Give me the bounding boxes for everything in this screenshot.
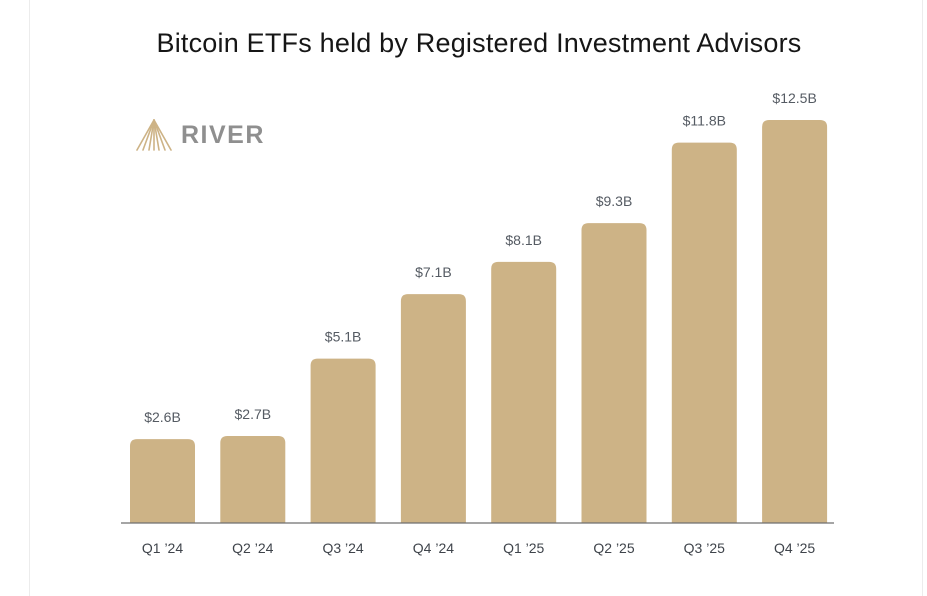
value-label-2: $2.7B	[235, 406, 272, 422]
bar-2	[220, 435, 286, 523]
value-label-6: $9.3B	[596, 193, 633, 209]
bar-3	[310, 358, 376, 523]
x-tick-label-2: Q2 ’24	[232, 540, 273, 556]
value-label-7: $11.8B	[683, 113, 726, 129]
x-tick-label-4: Q4 ’24	[413, 540, 454, 556]
x-tick-label-7: Q3 ’25	[684, 540, 725, 556]
right-border	[922, 0, 923, 596]
bar-8	[762, 120, 828, 523]
x-tick-label-6: Q2 ’25	[593, 540, 634, 556]
bar-7	[671, 142, 737, 523]
bar-6	[581, 223, 647, 523]
river-mountain-icon	[136, 119, 172, 151]
bar-5	[491, 261, 557, 523]
x-tick-label-3: Q3 ’24	[322, 540, 363, 556]
bar-1	[130, 439, 195, 523]
left-border	[29, 0, 30, 596]
bar-4	[400, 294, 466, 523]
bars-group	[130, 120, 828, 523]
value-label-8: $12.5B	[772, 90, 816, 106]
chart-title: Bitcoin ETFs held by Registered Investme…	[156, 28, 802, 58]
value-label-3: $5.1B	[325, 329, 362, 345]
labels-group: $2.6B Q1 ’24 $2.7B Q2 ’24 $5.1B Q3 ’24 $7.1B Q4…	[142, 90, 817, 556]
logo-text: RIVER	[181, 120, 265, 149]
river-logo: RIVER	[135, 118, 265, 152]
x-tick-label-1: Q1 ’24	[142, 540, 183, 556]
value-label-5: $8.1B	[505, 232, 542, 248]
value-label-1: $2.6B	[144, 409, 181, 425]
x-tick-label-5: Q1 ’25	[503, 540, 544, 556]
x-tick-label-8: Q4 ’25	[774, 540, 815, 556]
value-label-4: $7.1B	[415, 264, 452, 280]
